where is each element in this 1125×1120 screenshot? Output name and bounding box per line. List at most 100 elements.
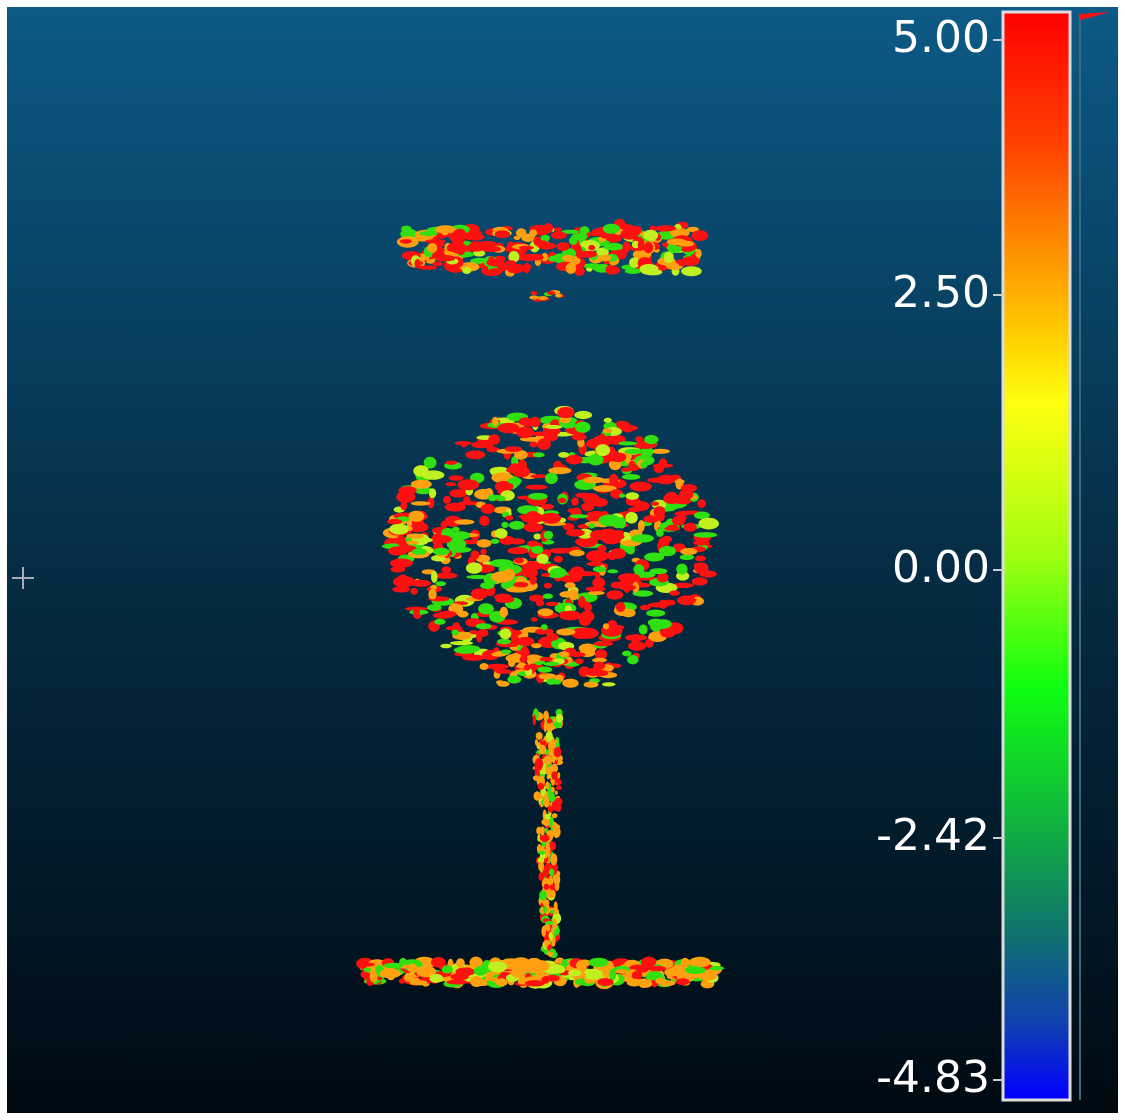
point (396, 491, 416, 503)
point (507, 547, 529, 555)
point (523, 522, 543, 533)
point (622, 650, 632, 657)
point (544, 939, 549, 947)
point (585, 586, 606, 592)
scale-label: -2.42 (876, 810, 990, 861)
point (653, 465, 664, 474)
point (542, 593, 554, 599)
point (586, 550, 609, 562)
point (605, 233, 622, 243)
point (550, 231, 567, 240)
point (583, 681, 599, 688)
point (530, 474, 547, 479)
point (546, 722, 553, 734)
point (607, 569, 619, 574)
point (541, 252, 548, 262)
point (549, 819, 553, 828)
point (656, 528, 664, 537)
point (499, 628, 512, 640)
point (548, 573, 564, 579)
point (554, 227, 562, 232)
point (635, 436, 644, 443)
scale-label: 2.50 (892, 267, 990, 318)
point (661, 535, 673, 543)
point (592, 577, 606, 589)
point (466, 575, 490, 579)
point (584, 668, 601, 677)
point (537, 666, 553, 673)
point (602, 623, 610, 630)
point (659, 546, 676, 557)
point (454, 519, 475, 525)
point (410, 479, 432, 489)
point (544, 758, 550, 763)
point (470, 550, 480, 560)
point (488, 961, 507, 973)
point (550, 786, 555, 794)
point (520, 646, 529, 657)
point (646, 971, 663, 980)
point (481, 245, 501, 253)
point (537, 296, 548, 301)
point (545, 601, 559, 607)
point (533, 236, 542, 246)
point (619, 493, 626, 498)
point (514, 557, 524, 564)
point (583, 968, 604, 980)
point (582, 493, 600, 505)
point (398, 978, 406, 984)
point (533, 533, 542, 540)
point (427, 496, 435, 509)
point (669, 590, 680, 596)
point (629, 481, 652, 492)
point (603, 967, 610, 979)
point (631, 534, 654, 543)
point (592, 657, 607, 663)
point (592, 566, 607, 573)
point (593, 641, 614, 647)
point (358, 962, 375, 967)
point (508, 250, 520, 263)
point (697, 499, 706, 508)
point (491, 416, 499, 426)
point (650, 619, 663, 632)
point (664, 968, 680, 977)
point (575, 627, 599, 639)
point (612, 529, 625, 536)
point (446, 979, 468, 985)
point (403, 972, 413, 983)
point (581, 502, 595, 512)
point (435, 254, 456, 262)
point (643, 229, 659, 241)
scale-label: -4.83 (876, 1052, 990, 1103)
point (643, 242, 654, 254)
point (480, 503, 495, 514)
point (495, 978, 508, 987)
point (523, 262, 531, 274)
point (577, 541, 596, 548)
point (543, 530, 554, 540)
point (435, 225, 456, 234)
point (644, 638, 654, 648)
point (615, 601, 626, 613)
point (452, 228, 467, 241)
point (379, 969, 401, 979)
point (543, 883, 550, 890)
point (545, 472, 558, 484)
point (431, 571, 438, 583)
point (494, 528, 508, 539)
point (473, 250, 486, 257)
point (693, 562, 701, 569)
point (609, 473, 619, 486)
point (440, 643, 452, 649)
point (506, 466, 530, 474)
point (571, 651, 582, 658)
point (410, 579, 431, 587)
point (551, 813, 558, 819)
point (591, 228, 604, 235)
point (495, 669, 512, 674)
point (363, 967, 371, 973)
point (596, 247, 609, 257)
point (406, 533, 425, 539)
point (621, 474, 641, 480)
